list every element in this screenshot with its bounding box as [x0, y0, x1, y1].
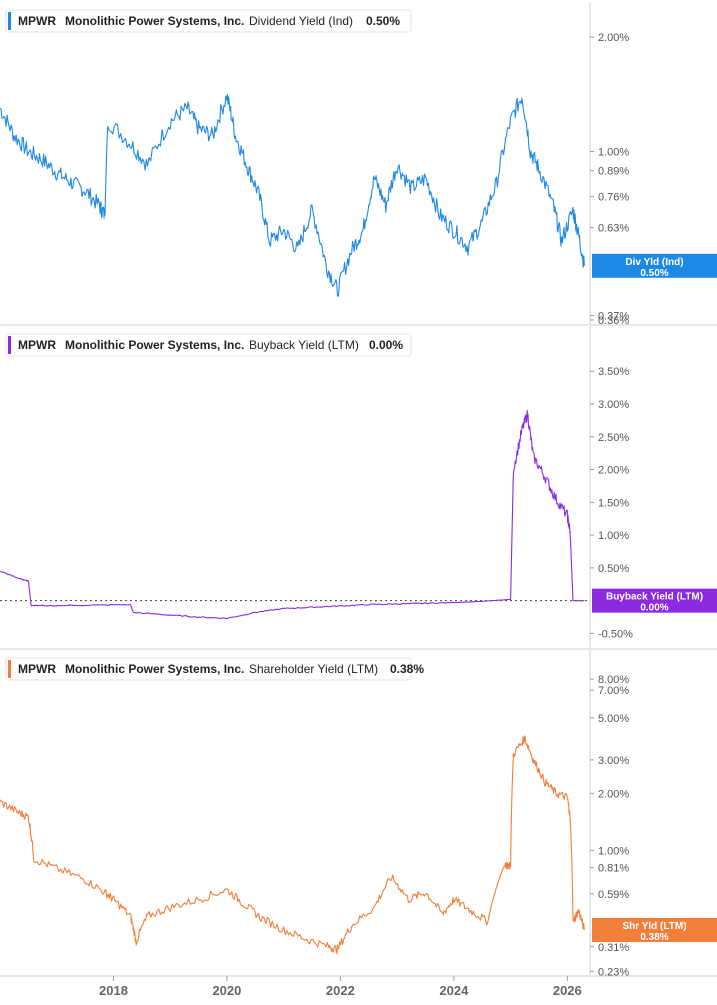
legend: MPWR Monolithic Power Systems, Inc. Divide…	[5, 9, 412, 33]
value-tag-value: 0.00%	[640, 603, 668, 614]
y-tick-label: 0.23%	[598, 966, 629, 978]
y-tick-label: 0.76%	[598, 192, 629, 204]
x-tick-label: 2020	[212, 983, 241, 998]
y-tick-label: 0.31%	[598, 942, 629, 954]
y-tick-label: 2.00%	[598, 32, 629, 44]
y-tick-label: 1.00%	[598, 530, 629, 542]
value-tag-value: 0.38%	[640, 932, 668, 943]
y-tick-label: 0.63%	[598, 223, 629, 235]
y-tick-label: 7.00%	[598, 685, 629, 697]
legend-ticker: MPWR	[18, 662, 56, 676]
y-tick-label: -0.50%	[598, 628, 633, 640]
legend-box	[5, 657, 412, 681]
legend-box	[5, 9, 412, 33]
y-tick-label: 3.00%	[598, 399, 629, 411]
value-tag-label: Buyback Yield (LTM)	[606, 592, 703, 603]
legend-ticker: MPWR	[18, 338, 56, 352]
legend-swatch	[8, 336, 11, 354]
y-tick-label: 2.00%	[598, 465, 629, 477]
y-tick-label: 2.50%	[598, 432, 629, 444]
panel-3: 8.00%7.00% 5.00% 3.00% 2.00% 1.00% 0.81% 0.59%…	[0, 648, 717, 978]
y-tick-label: 3.50%	[598, 366, 629, 378]
legend-value: 0.38%	[390, 662, 424, 676]
value-tag-label: Div Yld (Ind)	[625, 257, 683, 268]
value-tag	[592, 918, 717, 943]
value-tag-label: Shr Yld (LTM)	[622, 921, 686, 932]
panel-2: 3.50% 3.00% 2.50% 2.00% 1.50% 1.00% 0.50% -0.50…	[0, 324, 717, 648]
y-tick-label: 0.37%	[598, 310, 629, 322]
y-tick-label: 8.00%	[598, 674, 629, 686]
legend-metric: Buyback Yield (LTM)	[249, 338, 359, 352]
panel-1: 2.00% 1.00% 0.89% 0.76% 0.63% 0.37%0.36% Div Y…	[0, 2, 717, 327]
legend-ticker: MPWR	[18, 14, 56, 28]
y-tick-label: 0.59%	[598, 889, 629, 901]
legend: MPWR Monolithic Power Systems, Inc. Shareh…	[5, 657, 424, 681]
value-tag	[592, 588, 717, 613]
y-tick-label: 0.81%	[598, 863, 629, 875]
y-tick-label: 1.00%	[598, 146, 629, 158]
x-tick-label: 2022	[326, 983, 355, 998]
legend-box	[5, 333, 412, 357]
y-tick-label: 0.50%	[598, 563, 629, 575]
legend-swatch	[8, 12, 11, 30]
legend-company: Monolithic Power Systems, Inc.	[65, 14, 244, 28]
legend-metric: Shareholder Yield (LTM)	[249, 662, 378, 676]
y-tick-label: 0.36%	[598, 315, 629, 327]
y-tick-label: 5.00%	[598, 713, 629, 725]
x-tick-label: 2024	[439, 983, 469, 998]
series-line	[0, 735, 585, 954]
series-line	[0, 93, 585, 297]
x-axis: 2018 2020 2022 2024 2026	[0, 975, 717, 998]
legend-company: Monolithic Power Systems, Inc.	[65, 338, 244, 352]
legend-value: 0.00%	[369, 338, 403, 352]
value-tag-value: 0.50%	[640, 268, 668, 279]
y-tick-label: 1.50%	[598, 497, 629, 509]
y-tick-label: 1.00%	[598, 845, 629, 857]
legend: MPWR Monolithic Power Systems, Inc. Buybac…	[5, 333, 412, 357]
series-line	[0, 409, 585, 620]
x-tick-label: 2026	[553, 983, 582, 998]
x-tick-label: 2018	[99, 983, 128, 998]
y-tick-label: 2.00%	[598, 788, 629, 800]
legend-swatch	[8, 660, 11, 678]
legend-company: Monolithic Power Systems, Inc.	[65, 662, 244, 676]
legend-metric: Dividend Yield (Ind)	[249, 14, 353, 28]
y-tick-label: 0.89%	[598, 166, 629, 178]
y-tick-label: 3.00%	[598, 755, 629, 767]
value-tag	[592, 253, 717, 278]
legend-value: 0.50%	[366, 14, 400, 28]
